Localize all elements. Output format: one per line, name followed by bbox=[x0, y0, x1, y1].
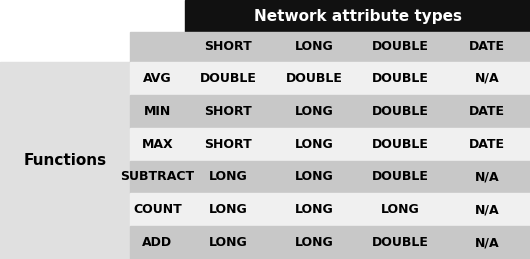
Text: LONG: LONG bbox=[381, 203, 420, 216]
Text: LONG: LONG bbox=[295, 105, 334, 118]
Text: N/A: N/A bbox=[474, 72, 499, 85]
Text: MIN: MIN bbox=[144, 105, 171, 118]
Text: LONG: LONG bbox=[209, 170, 248, 183]
Text: SHORT: SHORT bbox=[204, 138, 252, 150]
Text: DOUBLE: DOUBLE bbox=[372, 105, 429, 118]
Text: Functions: Functions bbox=[23, 153, 107, 168]
Bar bbox=[185, 0, 530, 32]
Text: LONG: LONG bbox=[295, 203, 334, 216]
Text: Network attribute types: Network attribute types bbox=[253, 9, 462, 24]
Text: AVG: AVG bbox=[143, 72, 172, 85]
Text: LONG: LONG bbox=[209, 236, 248, 249]
Text: DOUBLE: DOUBLE bbox=[372, 236, 429, 249]
Bar bbox=[130, 32, 530, 62]
Text: DATE: DATE bbox=[469, 40, 505, 54]
Text: LONG: LONG bbox=[295, 40, 334, 54]
Text: DATE: DATE bbox=[469, 105, 505, 118]
Text: ADD: ADD bbox=[143, 236, 173, 249]
Bar bbox=[130, 161, 530, 193]
Bar bbox=[130, 226, 530, 259]
Bar bbox=[130, 128, 530, 161]
Text: DOUBLE: DOUBLE bbox=[372, 170, 429, 183]
Text: LONG: LONG bbox=[295, 170, 334, 183]
Text: COUNT: COUNT bbox=[133, 203, 182, 216]
Text: LONG: LONG bbox=[209, 203, 248, 216]
Text: N/A: N/A bbox=[474, 203, 499, 216]
Text: DOUBLE: DOUBLE bbox=[372, 138, 429, 150]
Bar bbox=[130, 62, 530, 95]
Bar bbox=[0, 62, 530, 259]
Text: N/A: N/A bbox=[474, 170, 499, 183]
Bar bbox=[130, 193, 530, 226]
Text: MAX: MAX bbox=[142, 138, 173, 150]
Text: LONG: LONG bbox=[295, 138, 334, 150]
Text: DOUBLE: DOUBLE bbox=[286, 72, 343, 85]
Bar bbox=[130, 95, 530, 128]
Text: SHORT: SHORT bbox=[204, 105, 252, 118]
Text: DATE: DATE bbox=[469, 138, 505, 150]
Text: SHORT: SHORT bbox=[204, 40, 252, 54]
Text: DOUBLE: DOUBLE bbox=[372, 72, 429, 85]
Text: SUBTRACT: SUBTRACT bbox=[120, 170, 195, 183]
Bar bbox=[0, 0, 185, 62]
Bar bbox=[0, 62, 185, 259]
Text: N/A: N/A bbox=[474, 236, 499, 249]
Text: LONG: LONG bbox=[295, 236, 334, 249]
Text: DOUBLE: DOUBLE bbox=[372, 40, 429, 54]
Text: DOUBLE: DOUBLE bbox=[200, 72, 257, 85]
